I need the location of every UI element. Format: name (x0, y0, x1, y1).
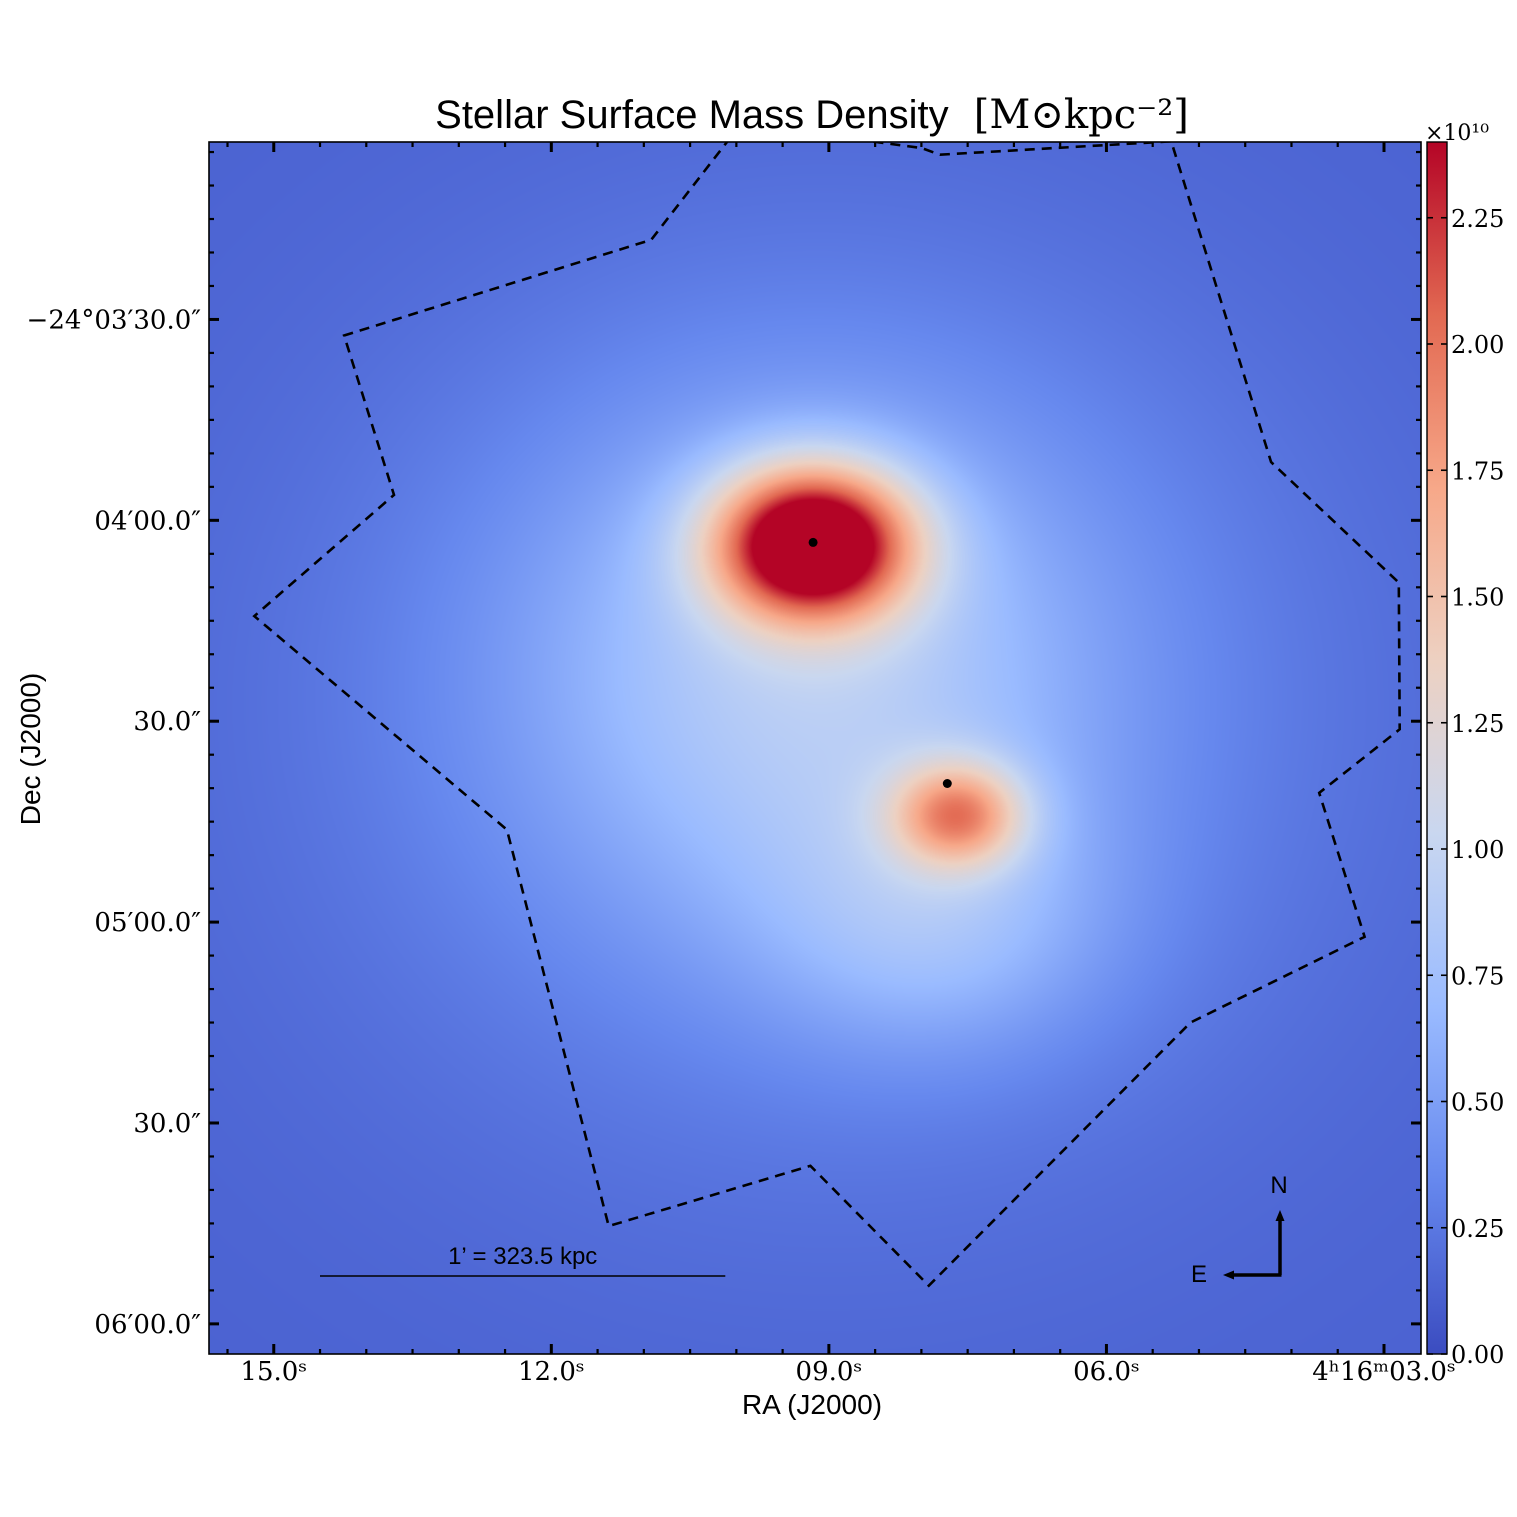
axes-frame (208, 141, 1422, 1355)
y-tick-label: 30.0″ (133, 707, 201, 737)
chart-title-unit: [M⊙kpc⁻²] (974, 92, 1189, 138)
x-tick-label: 4ʰ16ᵐ03.0ˢ (1312, 1357, 1455, 1387)
compass: N E (1191, 1172, 1288, 1288)
footprint-outline (252, 142, 1402, 1288)
x-tick-label: 09.0ˢ (796, 1357, 863, 1387)
y-tick-label: −24°03′30.0″ (27, 305, 202, 335)
colorbar-tick-label: 2.00 (1451, 331, 1504, 359)
density-heatmap (209, 142, 1421, 1354)
x-tick-label: 12.0ˢ (518, 1357, 585, 1387)
x-tick-label: 15.0ˢ (240, 1357, 307, 1387)
compass-east-arrowhead (1223, 1270, 1234, 1280)
y-tick-label: 06′00.0″ (94, 1310, 201, 1340)
colorbar-gradient (1427, 142, 1447, 1354)
plot-area (209, 142, 1421, 1354)
compass-north-label: N (1270, 1172, 1287, 1199)
colorbar-tick-label: 0.50 (1451, 1089, 1504, 1117)
chart-title-main: Stellar Surface Mass Density (435, 93, 949, 137)
source-marker (808, 537, 818, 547)
compass-north-arrowhead (1275, 1210, 1285, 1221)
colorbar-tick-label: 0.75 (1451, 962, 1504, 990)
colorbar-tick-label: 0.25 (1451, 1215, 1504, 1243)
colorbar-tick-label: 1.00 (1451, 836, 1504, 864)
chart-title: Stellar Surface Mass Density [M⊙kpc⁻²] (435, 92, 1189, 138)
source-marker (942, 779, 952, 788)
y-tick-label: 05′00.0″ (94, 908, 201, 938)
y-tick-label: 30.0″ (133, 1109, 201, 1139)
colorbar-frame (1426, 141, 1448, 1355)
x-tick-label: 06.0ˢ (1073, 1357, 1140, 1387)
x-axis-ticks: 15.0ˢ 12.0ˢ 09.0ˢ 06.0ˢ 4ʰ16ᵐ03.0ˢ (226, 142, 1456, 1387)
colorbar-tick-label: 2.25 (1451, 205, 1504, 233)
marker-group (808, 537, 952, 788)
x-axis-label: RA (J2000) (742, 1389, 882, 1420)
colorbar: 0.00 0.25 0.50 0.75 1.00 1.25 1.50 1.75 2.00 2.25… (1425, 121, 1504, 1369)
y-tick-label: 04′00.0″ (94, 506, 201, 536)
colorbar-multiplier: ×10¹⁰ (1425, 121, 1489, 146)
compass-east-label: E (1191, 1261, 1207, 1288)
colorbar-ticks: 0.00 0.25 0.50 0.75 1.00 1.25 1.50 1.75 2.00 2.25 (1427, 205, 1504, 1369)
colorbar-tick-label: 1.50 (1451, 584, 1504, 612)
y-axis-ticks: −24°03′30.0″ 04′00.0″ 30.0″ 05′00.0″ 30.0″ 06… (27, 150, 1421, 1340)
colorbar-tick-label: 0.00 (1451, 1341, 1504, 1369)
scale-bar-label: 1’ = 323.5 kpc (448, 1243, 597, 1270)
colorbar-tick-label: 1.25 (1451, 710, 1504, 738)
colorbar-tick-label: 1.75 (1451, 457, 1504, 485)
y-axis-label: Dec (J2000) (15, 673, 46, 826)
